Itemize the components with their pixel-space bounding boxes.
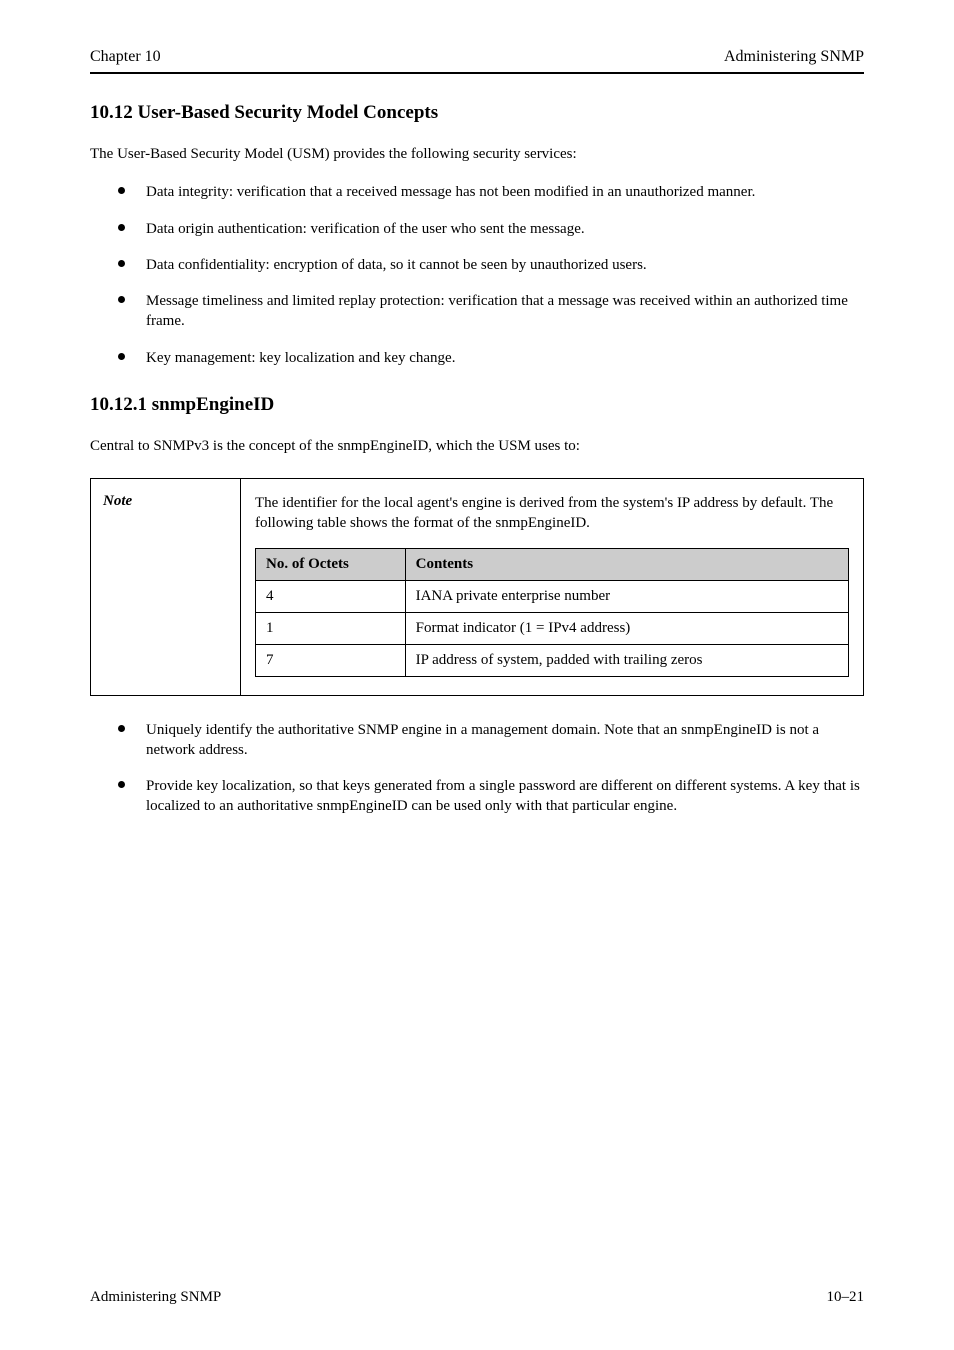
note-label: Note [91,479,241,695]
bullet-item: Provide key localization, so that keys g… [118,776,864,817]
bullet-item: Data integrity: verification that a rece… [118,182,864,202]
page-footer: Administering SNMP 10–21 [90,1289,864,1306]
table-row: 4 IANA private enterprise number [256,580,849,612]
header-left: Chapter 10 [90,48,161,66]
table-row: 1 Format indicator (1 = IPv4 address) [256,612,849,644]
intro-paragraph-1: The User-Based Security Model (USM) prov… [90,144,864,164]
bullet-item: Message timeliness and limited replay pr… [118,291,864,332]
page-header: Chapter 10 Administering SNMP [90,48,864,66]
table-cell: Format indicator (1 = IPv4 address) [405,612,848,644]
bullet-item: Uniquely identify the authoritative SNMP… [118,720,864,761]
table-header-contents: Contents [405,548,848,580]
table-cell: 7 [256,644,406,676]
table-cell: IANA private enterprise number [405,580,848,612]
note-lead-text: The identifier for the local agent's eng… [255,493,849,534]
bullet-list-engineid-uses: Uniquely identify the authoritative SNMP… [90,720,864,817]
footer-right: 10–21 [827,1289,865,1306]
table-cell: 4 [256,580,406,612]
table-cell: 1 [256,612,406,644]
header-divider [90,72,864,74]
header-right: Administering SNMP [724,48,864,66]
table-header-octets: No. of Octets [256,548,406,580]
section-title-engineid: 10.12.1 snmpEngineID [90,394,864,416]
engineid-format-table: No. of Octets Contents 4 IANA private en… [255,548,849,677]
section-title-usm-concepts: 10.12 User-Based Security Model Concepts [90,102,864,124]
bullet-item: Key management: key localization and key… [118,348,864,368]
note-block: Note The identifier for the local agent'… [90,478,864,696]
bullet-item: Data confidentiality: encryption of data… [118,255,864,275]
bullet-item: Data origin authentication: verification… [118,219,864,239]
footer-left: Administering SNMP [90,1289,221,1306]
note-body: The identifier for the local agent's eng… [241,479,863,695]
bullet-list-services: Data integrity: verification that a rece… [90,182,864,368]
table-cell: IP address of system, padded with traili… [405,644,848,676]
table-row: 7 IP address of system, padded with trai… [256,644,849,676]
intro-paragraph-2: Central to SNMPv3 is the concept of the … [90,436,864,456]
